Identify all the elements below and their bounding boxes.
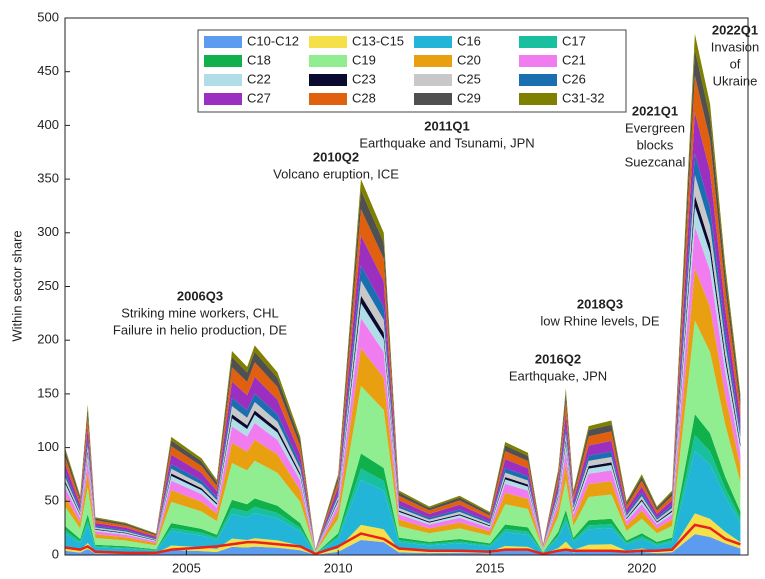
annotation-title: 2018Q3 (577, 296, 623, 311)
annotation-text: Ukraine (713, 73, 758, 88)
annotation-title: 2016Q2 (535, 351, 581, 366)
annotation-title: 2021Q1 (632, 103, 678, 118)
annotation-text: Failure in helio production, DE (113, 322, 287, 337)
legend-label: C27 (247, 90, 271, 105)
legend-swatch (309, 74, 347, 86)
legend-swatch (414, 74, 452, 86)
annotation-text: blocks (637, 137, 674, 152)
legend-swatch (414, 93, 452, 105)
legend-label: C22 (247, 71, 271, 86)
legend-swatch (519, 55, 557, 67)
legend-label: C18 (247, 52, 271, 67)
legend-swatch (519, 74, 557, 86)
x-tick-label: 2005 (172, 560, 201, 575)
line (64, 523, 741, 556)
y-tick-label: 150 (37, 385, 59, 400)
legend-label: C10-C12 (247, 33, 299, 48)
legend-label: C16 (457, 33, 481, 48)
x-tick-label: 2015 (476, 560, 505, 575)
legend-label: C19 (352, 52, 376, 67)
area (65, 534, 741, 555)
legend-label: C25 (457, 71, 481, 86)
area (65, 450, 741, 555)
y-tick-label: 500 (37, 9, 59, 24)
y-tick-label: 200 (37, 332, 59, 347)
y-axis-label: Within sector share (9, 230, 24, 341)
x-tick-label: 2020 (627, 560, 656, 575)
legend-label: C20 (457, 52, 481, 67)
legend-label: C31-32 (562, 90, 605, 105)
legend-label: C21 (562, 52, 586, 67)
legend-swatch (204, 93, 242, 105)
legend-swatch (204, 36, 242, 48)
legend-label: C26 (562, 71, 586, 86)
legend-swatch (309, 55, 347, 67)
legend-swatch (204, 74, 242, 86)
annotation-text: Evergreen (625, 120, 685, 135)
area (65, 320, 741, 554)
legend-swatch (519, 93, 557, 105)
legend-swatch (309, 93, 347, 105)
annotation-text: low Rhine levels, DE (540, 313, 660, 328)
y-tick-label: 100 (37, 439, 59, 454)
y-tick-label: 400 (37, 117, 59, 132)
x-tick-label: 2010 (324, 560, 353, 575)
legend-label: C28 (352, 90, 376, 105)
legend-swatch (309, 36, 347, 48)
annotation-title: 2006Q3 (177, 288, 223, 303)
y-tick-label: 50 (45, 493, 59, 508)
y-tick-label: 350 (37, 171, 59, 186)
y-tick-label: 250 (37, 278, 59, 293)
annotation-title: 2010Q2 (313, 149, 359, 164)
annotation-text: Striking mine workers, CHL (121, 305, 279, 320)
legend-label: C29 (457, 90, 481, 105)
annotation-text: Suezcanal (625, 154, 686, 169)
legend-label: C13-C15 (352, 33, 404, 48)
legend-swatch (204, 55, 242, 67)
legend-swatch (414, 36, 452, 48)
annotation-text: Invasion (711, 39, 759, 54)
annotation-title: 2022Q1 (712, 22, 758, 37)
legend-swatch (519, 36, 557, 48)
y-tick-label: 0 (52, 546, 59, 561)
y-tick-label: 450 (37, 63, 59, 78)
annotation-text: Volcano eruption, ICE (273, 166, 399, 181)
legend-swatch (414, 55, 452, 67)
annotation-text: Earthquake and Tsunami, JPN (359, 135, 534, 150)
annotation-text: of (730, 56, 741, 71)
legend-label: C23 (352, 71, 376, 86)
legend-label: C17 (562, 33, 586, 48)
annotation-title: 2011Q1 (424, 118, 470, 133)
y-tick-label: 300 (37, 224, 59, 239)
annotation-text: Earthquake, JPN (509, 368, 607, 383)
